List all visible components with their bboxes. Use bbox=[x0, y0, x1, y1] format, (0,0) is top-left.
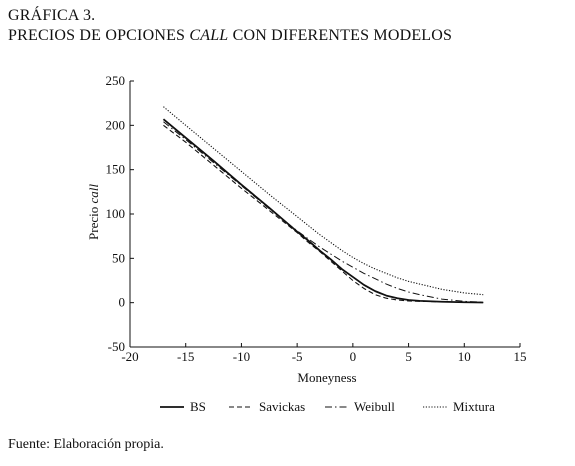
chart-legend: BS Savickas Weibull Mixtura bbox=[160, 399, 495, 414]
figure-title-pre: PRECIOS DE OPCIONES bbox=[8, 27, 190, 44]
y-tick-label: -50 bbox=[108, 339, 125, 354]
x-tick-label: -20 bbox=[121, 349, 138, 364]
y-axis-label: Precio call bbox=[86, 184, 101, 240]
legend-label-mixtura: Mixtura bbox=[453, 399, 495, 414]
figure-title-post: CON DIFERENTES MODELOS bbox=[228, 27, 453, 44]
y-axis-label-italic: call bbox=[86, 184, 101, 204]
series-line-mixtura bbox=[163, 106, 484, 296]
chart-axes bbox=[129, 81, 520, 348]
y-tick-label: 150 bbox=[106, 162, 126, 177]
chart-series bbox=[162, 106, 484, 304]
figure-number: GRÁFICA 3. bbox=[8, 7, 96, 24]
x-axis-label: Moneyness bbox=[297, 370, 356, 385]
series-line-weibull bbox=[163, 121, 484, 303]
x-tick-label: -10 bbox=[233, 349, 250, 364]
x-tick-label: -5 bbox=[292, 349, 303, 364]
x-axis-ticks: -20 -15 -10 -5 0 5 10 15 bbox=[121, 343, 527, 364]
y-tick-label: 250 bbox=[106, 73, 126, 88]
figure-title: PRECIOS DE OPCIONES CALL CON DIFERENTES … bbox=[8, 26, 452, 46]
y-tick-label: 0 bbox=[119, 295, 126, 310]
figure-header: GRÁFICA 3. PRECIOS DE OPCIONES CALL CON … bbox=[8, 6, 452, 46]
figure-title-italic: CALL bbox=[189, 27, 229, 44]
x-tick-label: 10 bbox=[458, 349, 471, 364]
legend-label-savickas: Savickas bbox=[259, 399, 305, 414]
x-tick-label: 0 bbox=[350, 349, 357, 364]
y-axis-ticks: -50 0 50 100 150 200 250 bbox=[106, 73, 134, 354]
y-tick-label: 50 bbox=[112, 250, 125, 265]
y-tick-label: 200 bbox=[106, 117, 126, 132]
legend-label-weibull: Weibull bbox=[354, 399, 395, 414]
source-note: Fuente: Elaboración propia. bbox=[8, 437, 164, 452]
legend-label-bs: BS bbox=[190, 399, 206, 414]
x-tick-label: -15 bbox=[177, 349, 194, 364]
x-tick-label: 15 bbox=[514, 349, 527, 364]
series-line-savickas bbox=[163, 124, 484, 304]
x-tick-label: 5 bbox=[405, 349, 412, 364]
y-tick-label: 100 bbox=[106, 206, 126, 221]
y-axis-label-pre: Precio bbox=[86, 204, 101, 240]
